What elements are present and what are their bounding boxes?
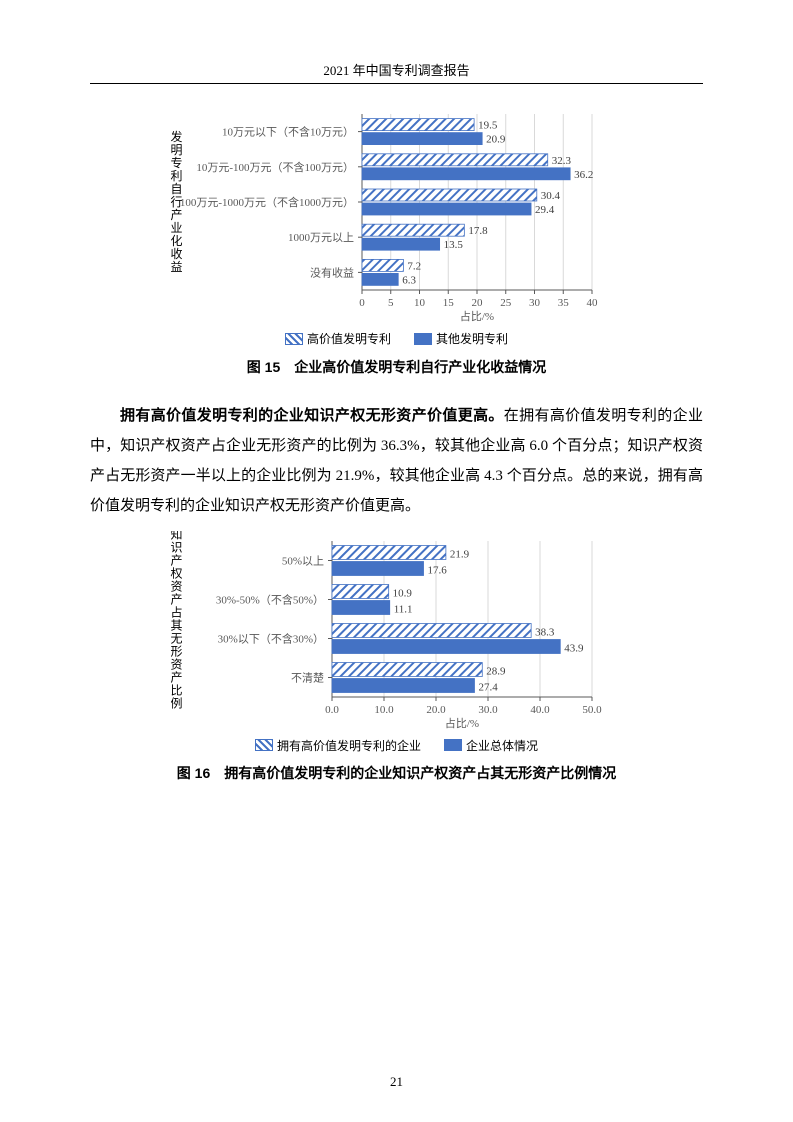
svg-text:10.0: 10.0 — [374, 704, 394, 716]
svg-text:10.9: 10.9 — [392, 587, 412, 599]
svg-text:50%以上: 50%以上 — [281, 554, 323, 567]
chart-15: 0 5 10 15 20 25 30 35 40 占比/% 10万元以下（不含10万元） 19.5 20… — [90, 104, 703, 324]
svg-text:27.4: 27.4 — [478, 681, 498, 693]
svg-text:不清楚: 不清楚 — [291, 670, 324, 684]
svg-text:43.9: 43.9 — [564, 642, 584, 654]
svg-text:0: 0 — [359, 297, 365, 309]
chart-16-legend: 拥有高价值发明专利的企业 企业总体情况 — [90, 737, 703, 756]
figure-15-caption: 图 15 企业高价值发明专利自行产业化收益情况 — [90, 357, 703, 377]
svg-text:36.2: 36.2 — [574, 169, 593, 181]
chart-15-legend: 高价值发明专利 其他发明专利 — [90, 330, 703, 349]
legend-label: 高价值发明专利 — [307, 330, 391, 347]
svg-text:20: 20 — [471, 297, 483, 309]
svg-text:19.5: 19.5 — [478, 120, 498, 132]
svg-text:32.3: 32.3 — [551, 155, 571, 167]
svg-text:100万元-1000万元（不含1000万元）: 100万元-1000万元（不含1000万元） — [179, 195, 353, 209]
chart-16: 0.0 10.0 20.0 30.0 40.0 50.0 占比/% 50%以上 21.917.6… — [90, 531, 703, 731]
svg-text:30%-50%（不含50%）: 30%-50%（不含50%） — [215, 592, 323, 606]
svg-text:40: 40 — [586, 297, 598, 309]
paragraph-lead: 拥有高价值发明专利的企业知识产权无形资产价值更高。 — [120, 407, 504, 424]
svg-text:5: 5 — [388, 297, 394, 309]
svg-text:没有收益: 没有收益 — [310, 265, 354, 279]
svg-text:6.3: 6.3 — [402, 274, 416, 286]
svg-text:1000万元以上: 1000万元以上 — [288, 231, 354, 244]
svg-text:7.2: 7.2 — [407, 260, 421, 272]
svg-text:30%以下（不含30%）: 30%以下（不含30%） — [217, 631, 323, 645]
svg-text:知识产权资产占其无形资产比例: 知识产权资产占其无形资产比例 — [169, 531, 183, 710]
svg-text:13.5: 13.5 — [443, 239, 463, 251]
svg-text:50.0: 50.0 — [582, 704, 602, 716]
svg-text:20.9: 20.9 — [486, 134, 506, 146]
svg-text:0.0: 0.0 — [325, 704, 339, 716]
svg-text:21.9: 21.9 — [449, 548, 469, 560]
svg-text:11.1: 11.1 — [393, 603, 412, 615]
svg-text:10万元以下（不含10万元）: 10万元以下（不含10万元） — [222, 125, 354, 139]
legend-label: 企业总体情况 — [466, 737, 538, 754]
page-number: 21 — [0, 1074, 793, 1090]
svg-text:38.3: 38.3 — [535, 626, 555, 638]
svg-text:发明专利自行产业化收益: 发明专利自行产业化收益 — [169, 129, 183, 273]
svg-text:30.0: 30.0 — [478, 704, 498, 716]
svg-text:15: 15 — [442, 297, 454, 309]
svg-text:20.0: 20.0 — [426, 704, 446, 716]
svg-text:占比/%: 占比/% — [444, 716, 478, 730]
svg-text:30.4: 30.4 — [540, 190, 560, 202]
svg-text:占比/%: 占比/% — [459, 309, 493, 323]
svg-text:29.4: 29.4 — [535, 204, 555, 216]
body-paragraph: 拥有高价值发明专利的企业知识产权无形资产价值更高。在拥有高价值发明专利的企业中，… — [90, 401, 703, 521]
svg-text:17.8: 17.8 — [468, 225, 488, 237]
svg-text:40.0: 40.0 — [530, 704, 550, 716]
header-rule — [90, 83, 703, 84]
svg-text:10: 10 — [414, 297, 426, 309]
svg-text:25: 25 — [500, 297, 512, 309]
svg-text:10万元-100万元（不含100万元）: 10万元-100万元（不含100万元） — [196, 160, 354, 174]
svg-text:28.9: 28.9 — [486, 665, 506, 677]
svg-text:17.6: 17.6 — [427, 564, 447, 576]
legend-label: 其他发明专利 — [436, 330, 508, 347]
svg-text:35: 35 — [557, 297, 569, 309]
legend-label: 拥有高价值发明专利的企业 — [277, 737, 421, 754]
svg-text:30: 30 — [529, 297, 541, 309]
report-header-title: 2021 年中国专利调查报告 — [90, 60, 703, 79]
figure-16-caption: 图 16 拥有高价值发明专利的企业知识产权资产占其无形资产比例情况 — [90, 763, 703, 783]
